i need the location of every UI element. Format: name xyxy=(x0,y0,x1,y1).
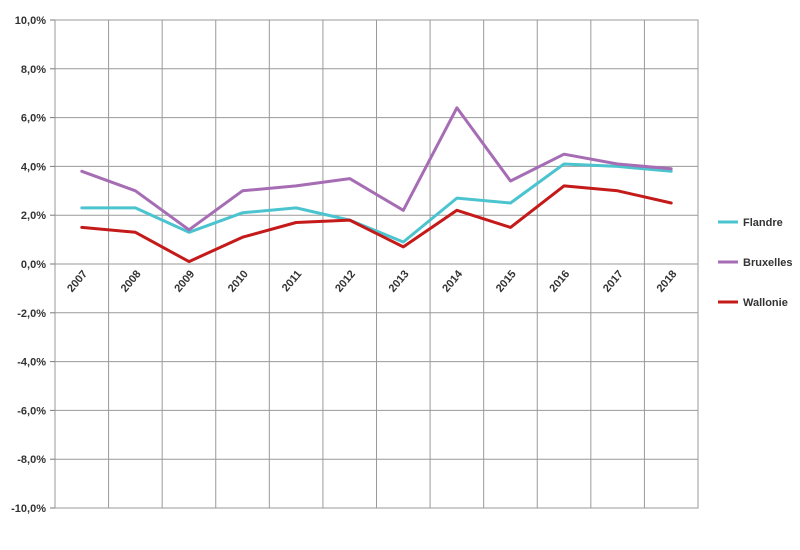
y-tick-label: 2,0% xyxy=(21,210,46,222)
series-line-wallonie xyxy=(80,184,673,264)
legend-label: Flandre xyxy=(743,217,783,229)
y-tick-label: 0,0% xyxy=(21,259,46,271)
grid-lines xyxy=(54,19,699,509)
series-line-flandre xyxy=(80,162,673,244)
y-axis-ticks: 10,0% 8,0% 6,0% 4,0% 2,0% 0,0% -2,0% -4,0% -6,0%… xyxy=(11,15,55,515)
y-tick-label: 4,0% xyxy=(21,161,46,173)
y-tick-label: 8,0% xyxy=(21,64,46,76)
series-line-bruxelles xyxy=(80,106,673,232)
y-tick-label: -6,0% xyxy=(17,405,46,417)
y-tick-label: 6,0% xyxy=(21,113,46,125)
y-tick-label: -2,0% xyxy=(17,308,46,320)
legend: Flandre Bruxelles Wallonie xyxy=(718,217,793,309)
y-tick-label: -10,0% xyxy=(11,503,46,515)
y-tick-label: -4,0% xyxy=(17,357,46,369)
y-tick-label: -8,0% xyxy=(17,454,46,466)
legend-label: Bruxelles xyxy=(743,257,793,269)
y-tick-label: 10,0% xyxy=(15,15,46,27)
legend-label: Wallonie xyxy=(743,297,788,309)
series-lines xyxy=(80,106,673,264)
